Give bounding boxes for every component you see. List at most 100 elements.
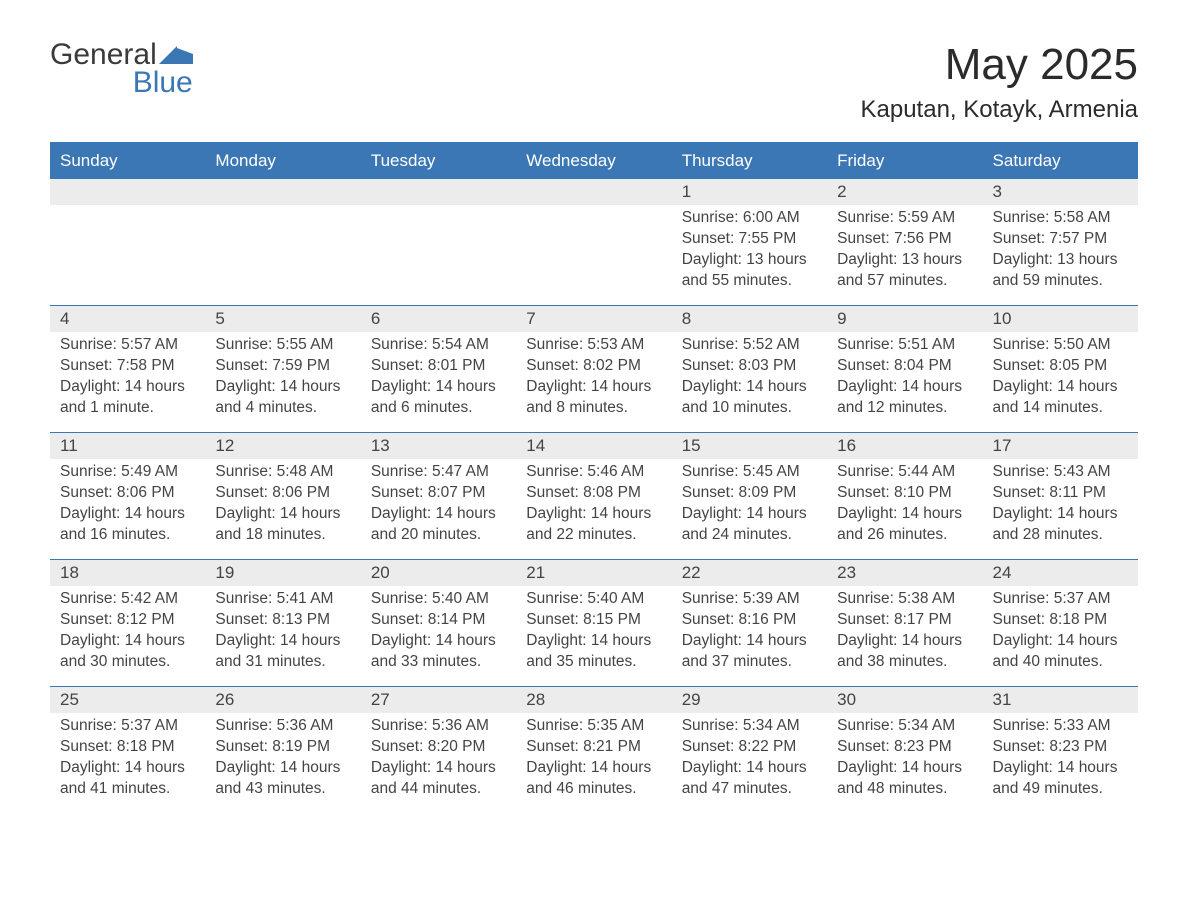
day-data <box>361 205 516 214</box>
day-data: Sunrise: 5:36 AMSunset: 8:20 PMDaylight:… <box>361 713 516 806</box>
daylight-text: Daylight: 14 hours and 30 minutes. <box>60 631 195 673</box>
day-cell: 24Sunrise: 5:37 AMSunset: 8:18 PMDayligh… <box>983 560 1138 686</box>
sunset-text: Sunset: 8:09 PM <box>682 483 817 504</box>
sunrise-text: Sunrise: 5:59 AM <box>837 208 972 229</box>
page-title: May 2025 <box>861 40 1139 90</box>
sunset-text: Sunset: 7:59 PM <box>215 356 350 377</box>
day-data: Sunrise: 5:48 AMSunset: 8:06 PMDaylight:… <box>205 459 360 552</box>
day-cell: 2Sunrise: 5:59 AMSunset: 7:56 PMDaylight… <box>827 179 982 305</box>
day-number: 4 <box>50 306 205 332</box>
day-number: 8 <box>672 306 827 332</box>
sunset-text: Sunset: 8:04 PM <box>837 356 972 377</box>
day-data: Sunrise: 5:38 AMSunset: 8:17 PMDaylight:… <box>827 586 982 679</box>
day-number: 13 <box>361 433 516 459</box>
week-row: 25Sunrise: 5:37 AMSunset: 8:18 PMDayligh… <box>50 686 1138 813</box>
dow-cell: Saturday <box>983 144 1138 178</box>
sunset-text: Sunset: 8:22 PM <box>682 737 817 758</box>
sunrise-text: Sunrise: 5:37 AM <box>993 589 1128 610</box>
sunset-text: Sunset: 7:56 PM <box>837 229 972 250</box>
day-number: 21 <box>516 560 671 586</box>
day-number: 18 <box>50 560 205 586</box>
sunrise-text: Sunrise: 5:40 AM <box>526 589 661 610</box>
day-cell: 1Sunrise: 6:00 AMSunset: 7:55 PMDaylight… <box>672 179 827 305</box>
sunset-text: Sunset: 8:18 PM <box>993 610 1128 631</box>
day-cell: 28Sunrise: 5:35 AMSunset: 8:21 PMDayligh… <box>516 687 671 813</box>
daylight-text: Daylight: 14 hours and 49 minutes. <box>993 758 1128 800</box>
daylight-text: Daylight: 14 hours and 35 minutes. <box>526 631 661 673</box>
daylight-text: Daylight: 14 hours and 16 minutes. <box>60 504 195 546</box>
sunrise-text: Sunrise: 5:34 AM <box>837 716 972 737</box>
daylight-text: Daylight: 13 hours and 55 minutes. <box>682 250 817 292</box>
daylight-text: Daylight: 14 hours and 46 minutes. <box>526 758 661 800</box>
day-cell: 31Sunrise: 5:33 AMSunset: 8:23 PMDayligh… <box>983 687 1138 813</box>
daylight-text: Daylight: 14 hours and 47 minutes. <box>682 758 817 800</box>
day-number: 27 <box>361 687 516 713</box>
day-data: Sunrise: 5:36 AMSunset: 8:19 PMDaylight:… <box>205 713 360 806</box>
day-number: 10 <box>983 306 1138 332</box>
day-data: Sunrise: 5:39 AMSunset: 8:16 PMDaylight:… <box>672 586 827 679</box>
day-data: Sunrise: 5:51 AMSunset: 8:04 PMDaylight:… <box>827 332 982 425</box>
sunrise-text: Sunrise: 5:37 AM <box>60 716 195 737</box>
day-number: 12 <box>205 433 360 459</box>
day-cell: 25Sunrise: 5:37 AMSunset: 8:18 PMDayligh… <box>50 687 205 813</box>
day-number: 17 <box>983 433 1138 459</box>
sunrise-text: Sunrise: 5:50 AM <box>993 335 1128 356</box>
sunset-text: Sunset: 8:08 PM <box>526 483 661 504</box>
sunrise-text: Sunrise: 6:00 AM <box>682 208 817 229</box>
daylight-text: Daylight: 14 hours and 20 minutes. <box>371 504 506 546</box>
day-data: Sunrise: 5:42 AMSunset: 8:12 PMDaylight:… <box>50 586 205 679</box>
page-header: General Blue May 2025 Kaputan, Kotayk, A… <box>50 40 1138 124</box>
page-subtitle: Kaputan, Kotayk, Armenia <box>861 96 1139 124</box>
day-data: Sunrise: 5:58 AMSunset: 7:57 PMDaylight:… <box>983 205 1138 298</box>
sunset-text: Sunset: 8:16 PM <box>682 610 817 631</box>
day-cell: 15Sunrise: 5:45 AMSunset: 8:09 PMDayligh… <box>672 433 827 559</box>
day-cell: 3Sunrise: 5:58 AMSunset: 7:57 PMDaylight… <box>983 179 1138 305</box>
day-cell: 26Sunrise: 5:36 AMSunset: 8:19 PMDayligh… <box>205 687 360 813</box>
sunset-text: Sunset: 8:19 PM <box>215 737 350 758</box>
day-number <box>516 179 671 205</box>
day-data: Sunrise: 5:57 AMSunset: 7:58 PMDaylight:… <box>50 332 205 425</box>
sunrise-text: Sunrise: 5:44 AM <box>837 462 972 483</box>
title-block: May 2025 Kaputan, Kotayk, Armenia <box>861 40 1139 124</box>
day-number: 16 <box>827 433 982 459</box>
daylight-text: Daylight: 14 hours and 10 minutes. <box>682 377 817 419</box>
day-data: Sunrise: 5:52 AMSunset: 8:03 PMDaylight:… <box>672 332 827 425</box>
sunset-text: Sunset: 8:11 PM <box>993 483 1128 504</box>
day-cell: 5Sunrise: 5:55 AMSunset: 7:59 PMDaylight… <box>205 306 360 432</box>
sunset-text: Sunset: 8:23 PM <box>837 737 972 758</box>
day-data: Sunrise: 5:44 AMSunset: 8:10 PMDaylight:… <box>827 459 982 552</box>
day-cell: 27Sunrise: 5:36 AMSunset: 8:20 PMDayligh… <box>361 687 516 813</box>
day-number: 24 <box>983 560 1138 586</box>
sunset-text: Sunset: 7:58 PM <box>60 356 195 377</box>
sunrise-text: Sunrise: 5:45 AM <box>682 462 817 483</box>
day-data: Sunrise: 5:43 AMSunset: 8:11 PMDaylight:… <box>983 459 1138 552</box>
logo-word2: Blue <box>50 68 193 98</box>
day-data: Sunrise: 6:00 AMSunset: 7:55 PMDaylight:… <box>672 205 827 298</box>
daylight-text: Daylight: 14 hours and 18 minutes. <box>215 504 350 546</box>
daylight-text: Daylight: 14 hours and 33 minutes. <box>371 631 506 673</box>
day-data <box>205 205 360 214</box>
day-number <box>50 179 205 205</box>
sunrise-text: Sunrise: 5:58 AM <box>993 208 1128 229</box>
day-number: 15 <box>672 433 827 459</box>
day-cell: 17Sunrise: 5:43 AMSunset: 8:11 PMDayligh… <box>983 433 1138 559</box>
dow-cell: Friday <box>827 144 982 178</box>
sunrise-text: Sunrise: 5:36 AM <box>215 716 350 737</box>
sunrise-text: Sunrise: 5:40 AM <box>371 589 506 610</box>
sunrise-text: Sunrise: 5:47 AM <box>371 462 506 483</box>
day-data: Sunrise: 5:55 AMSunset: 7:59 PMDaylight:… <box>205 332 360 425</box>
dow-cell: Sunday <box>50 144 205 178</box>
day-cell: 18Sunrise: 5:42 AMSunset: 8:12 PMDayligh… <box>50 560 205 686</box>
daylight-text: Daylight: 14 hours and 6 minutes. <box>371 377 506 419</box>
day-cell: 4Sunrise: 5:57 AMSunset: 7:58 PMDaylight… <box>50 306 205 432</box>
day-data: Sunrise: 5:40 AMSunset: 8:14 PMDaylight:… <box>361 586 516 679</box>
sunset-text: Sunset: 8:03 PM <box>682 356 817 377</box>
day-data: Sunrise: 5:35 AMSunset: 8:21 PMDaylight:… <box>516 713 671 806</box>
sunset-text: Sunset: 8:15 PM <box>526 610 661 631</box>
daylight-text: Daylight: 13 hours and 57 minutes. <box>837 250 972 292</box>
week-row: 1Sunrise: 6:00 AMSunset: 7:55 PMDaylight… <box>50 178 1138 305</box>
daylight-text: Daylight: 14 hours and 4 minutes. <box>215 377 350 419</box>
day-data: Sunrise: 5:37 AMSunset: 8:18 PMDaylight:… <box>983 586 1138 679</box>
sunrise-text: Sunrise: 5:54 AM <box>371 335 506 356</box>
daylight-text: Daylight: 14 hours and 1 minute. <box>60 377 195 419</box>
